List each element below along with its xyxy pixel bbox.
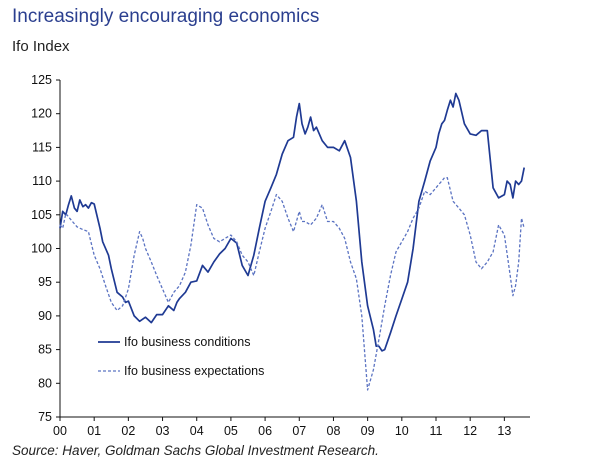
- x-tick-label: 10: [395, 424, 409, 438]
- y-tick-label: 80: [38, 376, 52, 390]
- x-tick-label: 06: [258, 424, 272, 438]
- x-tick-label: 13: [497, 424, 511, 438]
- y-tick-label: 75: [38, 410, 52, 424]
- chart-title: Increasingly encouraging economics: [12, 6, 320, 27]
- y-tick-label: 120: [31, 107, 52, 121]
- x-tick-label: 04: [190, 424, 204, 438]
- x-tick-label: 05: [224, 424, 238, 438]
- series-line-conditions: [59, 92, 526, 352]
- y-tick-label: 85: [38, 343, 52, 357]
- chart-subtitle: Ifo Index: [12, 38, 70, 55]
- x-tick-label: 08: [327, 424, 341, 438]
- x-tick-label: 09: [361, 424, 375, 438]
- y-tick-label: 110: [32, 174, 52, 188]
- legend-label: Ifo business expectations: [124, 364, 264, 378]
- y-tick-label: 100: [31, 242, 52, 256]
- x-tick-label: 03: [156, 424, 170, 438]
- x-tick-label: 01: [87, 424, 101, 438]
- x-tick-label: 07: [292, 424, 306, 438]
- y-tick-label: 125: [31, 73, 52, 87]
- y-tick-label: 105: [31, 208, 52, 222]
- x-tick-label: 12: [463, 424, 477, 438]
- legend-label: Ifo business conditions: [124, 335, 250, 349]
- series-line-expectations: [59, 177, 525, 391]
- y-tick-label: 90: [38, 309, 52, 323]
- y-tick-label: 115: [32, 140, 52, 154]
- source-note: Source: Haver, Goldman Sachs Global Inve…: [12, 443, 379, 458]
- y-tick-label: 95: [38, 275, 52, 289]
- x-tick-label: 11: [430, 424, 443, 438]
- x-tick-label: 00: [53, 424, 67, 438]
- x-tick-label: 02: [121, 424, 135, 438]
